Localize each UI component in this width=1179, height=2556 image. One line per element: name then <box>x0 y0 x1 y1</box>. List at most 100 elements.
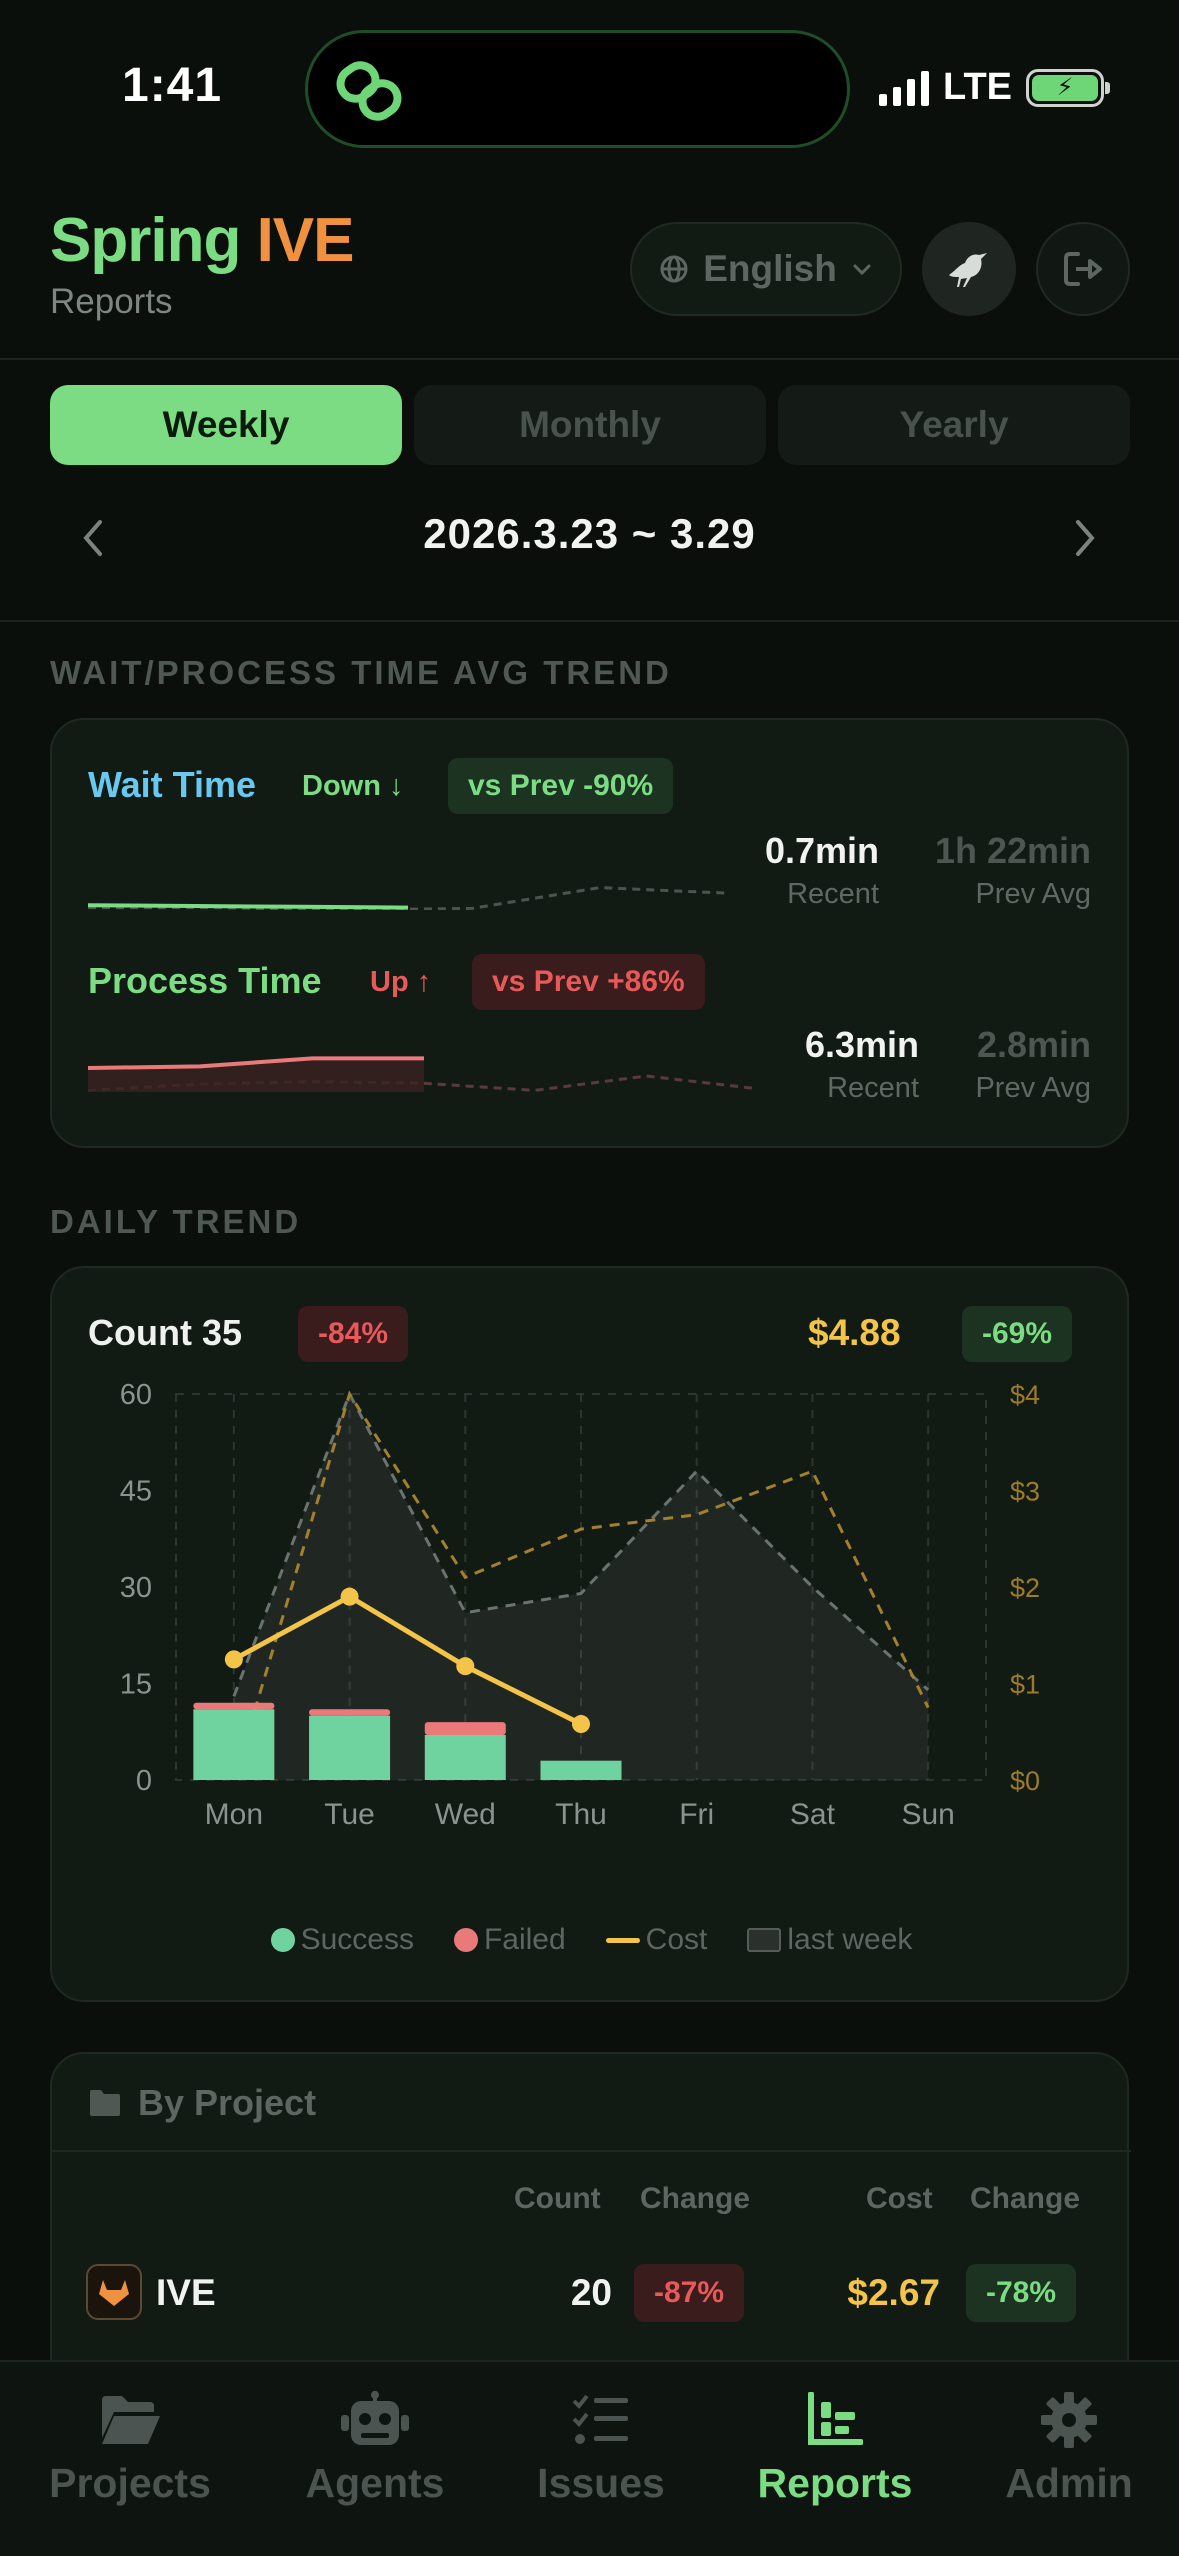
count-change-badge: -84% <box>298 1306 409 1362</box>
wait-current-line <box>88 903 409 910</box>
count-total: Count 35 <box>88 1312 243 1353</box>
y2-tick-label: $0 <box>1010 1766 1040 1796</box>
process-recent: 6.3min Recent <box>805 1024 919 1105</box>
x-tick-label: Fri <box>679 1798 714 1831</box>
nav-admin[interactable]: Admin <box>954 2390 1179 2507</box>
wait-recent: 0.7min Recent <box>765 830 879 911</box>
wait-prev-label: Prev Avg <box>975 878 1091 910</box>
globe-icon <box>660 255 688 283</box>
tab-yearly[interactable]: Yearly <box>778 385 1130 465</box>
bar-success <box>309 1715 391 1780</box>
cost-point <box>572 1715 590 1734</box>
chart-legend: Success Failed Cost last week <box>52 1923 1131 1957</box>
project-name: IVE <box>156 2272 216 2313</box>
col-cost-change: Change <box>970 2182 1081 2215</box>
legend-success: Success <box>270 1923 414 1957</box>
process-prev-avg: 2.8min Prev Avg <box>975 1024 1091 1105</box>
folder-open-icon <box>102 2396 160 2444</box>
last-week-area <box>233 1394 929 1780</box>
crow-icon <box>949 253 987 287</box>
signal-icon <box>879 70 930 106</box>
x-tick-label: Tue <box>324 1798 375 1831</box>
y-tick-label: 30 <box>120 1572 152 1604</box>
bar-failed <box>193 1702 275 1710</box>
logout-button[interactable] <box>1036 222 1130 316</box>
bar-success <box>193 1709 275 1780</box>
bar-chart-icon <box>808 2392 863 2445</box>
nav-agents[interactable]: Agents <box>260 2390 490 2507</box>
y-tick-label: 45 <box>120 1476 152 1508</box>
date-range: 2026.3.23 ~ 3.29 <box>423 510 756 557</box>
wait-vs-prev-badge: vs Prev -90% <box>448 758 674 814</box>
process-sparkline <box>88 1056 759 1092</box>
crow-avatar-button[interactable] <box>922 222 1016 316</box>
wait-prev-avg: 1h 22min Prev Avg <box>935 830 1091 911</box>
wait-time-label: Wait Time <box>88 764 257 805</box>
x-tick-label: Wed <box>435 1798 496 1831</box>
process-current-line <box>88 1056 424 1070</box>
nav-issues[interactable]: Issues <box>486 2390 716 2507</box>
project-count: 20 <box>570 2272 612 2313</box>
wait-recent-value: 0.7min <box>764 830 879 871</box>
by-project-title: By Project <box>138 2082 317 2123</box>
y2-tick-label: $2 <box>1010 1573 1040 1603</box>
dynamic-island <box>305 30 850 148</box>
by-project-divider <box>52 2150 1131 2152</box>
checklist-icon <box>572 2394 628 2444</box>
last-week-cost-line <box>232 1390 930 1781</box>
battery-icon: ⚡ <box>1026 68 1110 107</box>
date-divider <box>0 620 1179 622</box>
legend-failed: Failed <box>453 1923 566 1957</box>
process-direction: Up ↑ <box>370 966 432 998</box>
project-cost-change: -78% <box>966 2264 1077 2322</box>
robot-icon <box>341 2391 409 2445</box>
by-project-card: By Project Count Change Cost Change IVE … <box>50 2052 1131 2392</box>
status-time: 1:41 <box>122 59 223 112</box>
bottom-nav: Projects Agents Issues Reports <box>0 2360 1179 2556</box>
process-vs-prev-badge: vs Prev +86% <box>472 954 705 1010</box>
x-tick-label: Thu <box>555 1798 607 1831</box>
nav-reports[interactable]: Reports <box>720 2390 950 2507</box>
language-label: English <box>703 248 837 289</box>
process-recent-value: 6.3min <box>804 1024 919 1065</box>
project-cost: $2.67 <box>847 2272 940 2313</box>
x-tick-label: Mon <box>205 1798 263 1831</box>
x-tick-label: Sat <box>790 1798 836 1831</box>
nav-projects[interactable]: Projects <box>15 2390 245 2507</box>
logout-icon <box>1064 252 1102 286</box>
y-tick-label: 60 <box>120 1379 152 1411</box>
folder-icon <box>90 2090 120 2116</box>
y-tick-label: 0 <box>136 1765 152 1797</box>
cost-point <box>340 1587 359 1606</box>
language-selector[interactable]: English <box>630 222 902 316</box>
col-count: Count <box>514 2182 601 2215</box>
table-row[interactable]: IVE 20 -87% $2.67 -78% <box>52 2254 1131 2334</box>
wait-recent-label: Recent <box>787 878 879 910</box>
cost-point <box>456 1657 475 1676</box>
cost-total: $4.88 <box>808 1312 901 1353</box>
date-navigator: 2026.3.23 ~ 3.29 <box>0 500 1179 576</box>
bar-success <box>424 1734 506 1780</box>
legend-cost: Cost <box>605 1923 707 1957</box>
status-bar: 1:41 LTE ⚡ <box>0 0 1179 170</box>
bar-success <box>540 1760 622 1780</box>
daily-trend-chart: 60 45 30 15 0 $4 $3 $2 $1 $0 Mon Tue Wed Thu Fri Sat Sun <box>120 1379 1040 1831</box>
app-title: Spring IVE <box>50 206 354 275</box>
cost-change-badge: -69% <box>962 1306 1073 1362</box>
col-count-change: Change <box>640 2182 751 2215</box>
legend-last-week: last week <box>747 1923 912 1957</box>
tab-weekly[interactable]: Weekly <box>50 385 402 465</box>
link-icon <box>336 61 402 121</box>
wait-sparkline <box>88 886 729 910</box>
next-period-button[interactable] <box>1060 514 1108 562</box>
process-prev-label: Prev Avg <box>975 1072 1091 1104</box>
bar-failed <box>424 1722 506 1735</box>
bar-failed <box>309 1709 391 1716</box>
by-project-header: By Project <box>88 2082 316 2124</box>
network-type: LTE <box>943 66 1012 108</box>
process-time-label: Process Time <box>88 960 322 1001</box>
prev-period-button[interactable] <box>70 514 118 562</box>
tab-monthly[interactable]: Monthly <box>414 385 766 465</box>
project-count-change: -87% <box>634 2264 745 2322</box>
last-week-line <box>232 1390 930 1697</box>
